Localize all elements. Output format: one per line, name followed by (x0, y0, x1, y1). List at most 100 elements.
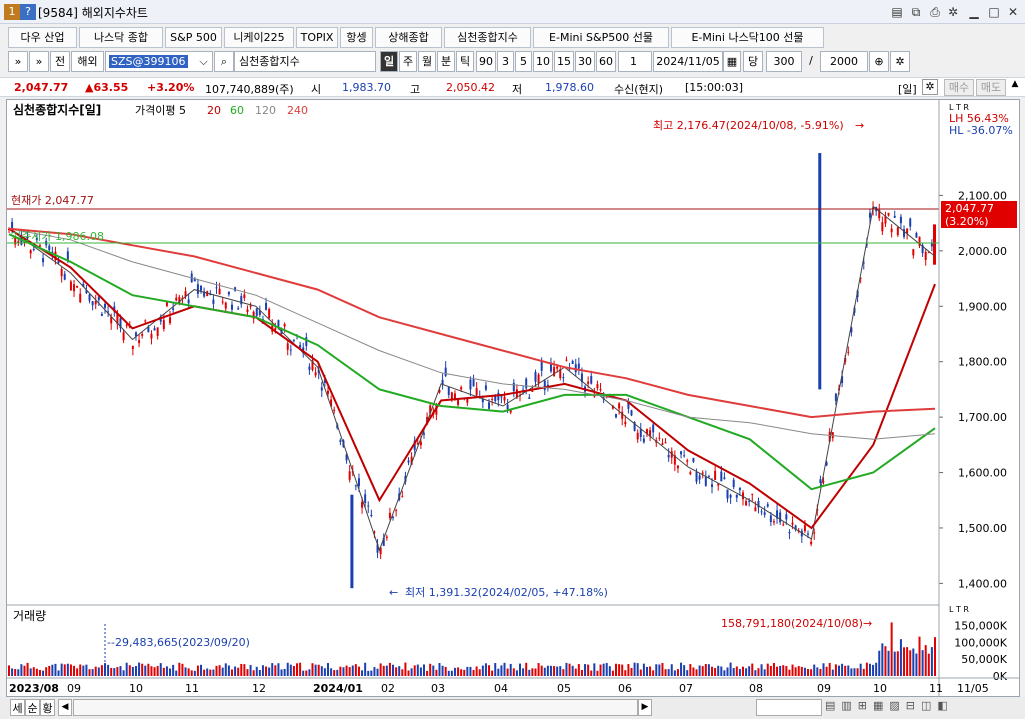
tab-sp500[interactable]: S&P 500 (165, 27, 222, 48)
period-month[interactable]: 월 (418, 51, 436, 72)
print-icon[interactable]: ⎙ (930, 5, 940, 19)
period-tick[interactable]: 틱 (456, 51, 474, 72)
calendar-icon[interactable]: ▦ (723, 51, 741, 72)
volume-bar (277, 663, 280, 676)
candle-body (218, 288, 221, 295)
copy-icon[interactable]: ⧉ (911, 5, 921, 19)
volume-bar (299, 662, 302, 676)
search-icon[interactable]: ⌕ (214, 51, 234, 72)
volume-bar (376, 668, 379, 676)
interval-15[interactable]: 15 (554, 51, 574, 72)
candle-body (85, 290, 88, 294)
volume-bar (342, 667, 345, 676)
y-tick-label: 1,400.00 (958, 577, 1007, 590)
candle-body (822, 481, 825, 483)
x-tick-label: 08 (749, 682, 763, 695)
market-button[interactable]: 해외 (71, 51, 104, 72)
candle-body (209, 294, 212, 296)
volume-bar (704, 663, 707, 676)
interval-90[interactable]: 90 (476, 51, 496, 72)
sell-button[interactable]: 매도 (976, 79, 1006, 96)
collapse-button[interactable]: » (29, 51, 49, 72)
zoom-slider[interactable] (756, 699, 822, 716)
volume-bar (484, 663, 487, 676)
horizontal-scrollbar[interactable] (73, 699, 638, 716)
volume-bar (615, 663, 618, 676)
count-input[interactable]: 300 (766, 51, 802, 72)
expand-button[interactable]: » (8, 51, 28, 72)
volume-bar (357, 666, 360, 676)
prev-button[interactable]: 전 (50, 51, 70, 72)
scroll-right-icon[interactable]: ▶ (638, 699, 652, 716)
tab-nasdaq[interactable]: 나스닥 종합 (79, 27, 163, 48)
total-input[interactable]: 2000 (820, 51, 868, 72)
tab-nikkei[interactable]: 니케이225 (224, 27, 294, 48)
chart-panel[interactable]: 심천종합지수[일] 가격이평 5 20 60 120 240 L T R LH … (6, 99, 1020, 697)
volume-bar (791, 664, 794, 676)
tab-emini-nasdaq[interactable]: E-Mini 나스닥100 선물 (671, 27, 824, 48)
period-day[interactable]: 일 (380, 51, 398, 72)
tab-shanghai[interactable]: 상해종합 (375, 27, 442, 48)
candle-body (435, 405, 438, 415)
symbol-input[interactable]: SZS@399106 (105, 51, 213, 72)
interval-10[interactable]: 10 (533, 51, 553, 72)
zoom-icon[interactable]: ⊕ (869, 51, 889, 72)
symbol-dropdown-icon[interactable]: ⌵ (195, 51, 213, 72)
interval-5[interactable]: 5 (515, 51, 532, 72)
volume-bar (320, 666, 323, 676)
volume-bar (333, 670, 336, 676)
candle-body (234, 287, 237, 291)
candle-body (782, 524, 785, 526)
mode-button-3[interactable]: 황 (40, 699, 55, 716)
close-icon[interactable]: ✕ (1007, 5, 1019, 19)
scroll-left-icon[interactable]: ◀ (58, 699, 72, 716)
app-icon-1: 1 (4, 4, 20, 20)
tab-shenzhen[interactable]: 심천종합지수 (444, 27, 531, 48)
volume-bar (772, 662, 775, 676)
volume-bar (48, 665, 51, 676)
gear-icon[interactable]: ✲ (890, 51, 910, 72)
volume-bar (255, 666, 258, 676)
period-minute[interactable]: 분 (437, 51, 455, 72)
volume-bar (438, 663, 441, 676)
interval-3[interactable]: 3 (497, 51, 514, 72)
candle-body (645, 429, 648, 434)
candle-body (481, 398, 484, 403)
volume-bar (785, 666, 788, 676)
volume-bar (11, 668, 14, 676)
scroll-up-icon[interactable]: ▲ (1011, 79, 1019, 89)
volume-value: 107,740,889(주) (205, 83, 294, 96)
interval-60[interactable]: 60 (596, 51, 616, 72)
window-list-icon[interactable]: ▤ (891, 5, 903, 19)
step-select[interactable]: 1 (618, 51, 652, 72)
volume-bar (35, 668, 38, 676)
candle-body (345, 454, 348, 461)
bottom-tools[interactable]: ▤▥⊞▦▨⊟◫◧ (825, 699, 954, 712)
high-arrow: → (855, 119, 864, 132)
settings-icon[interactable]: ✲ (947, 5, 959, 19)
volume-bar (924, 645, 927, 676)
date-input[interactable]: 2024/11/05 (653, 51, 723, 72)
tab-hangseng[interactable]: 항셍 (340, 27, 373, 48)
maximize-icon[interactable]: □ (988, 5, 1000, 19)
candle-body (122, 332, 125, 341)
candle-body (865, 244, 868, 246)
price-chart-svg[interactable]: 심천종합지수[일] 가격이평 5 20 60 120 240 L T R LH … (7, 100, 1019, 696)
period-week[interactable]: 주 (399, 51, 417, 72)
candle-body (249, 305, 252, 307)
today-button[interactable]: 당 (743, 51, 763, 72)
tab-topix[interactable]: TOPIX (296, 27, 338, 48)
help-icon[interactable]: ? (20, 4, 36, 20)
interval-30[interactable]: 30 (575, 51, 595, 72)
mode-button-1[interactable]: 세 (10, 699, 25, 716)
volume-bar (125, 662, 128, 676)
chart-settings-icon[interactable]: ✲ (922, 79, 938, 95)
tab-emini-sp[interactable]: E-Mini S&P500 선물 (533, 27, 669, 48)
volume-bar (57, 670, 60, 676)
minimize-icon[interactable]: ▁ (969, 5, 979, 19)
mode-button-2[interactable]: 순 (25, 699, 40, 716)
tab-dow[interactable]: 다우 산업 (8, 27, 77, 48)
volume-bar (274, 665, 277, 676)
candle-body (178, 297, 181, 304)
buy-button[interactable]: 매수 (944, 79, 974, 96)
